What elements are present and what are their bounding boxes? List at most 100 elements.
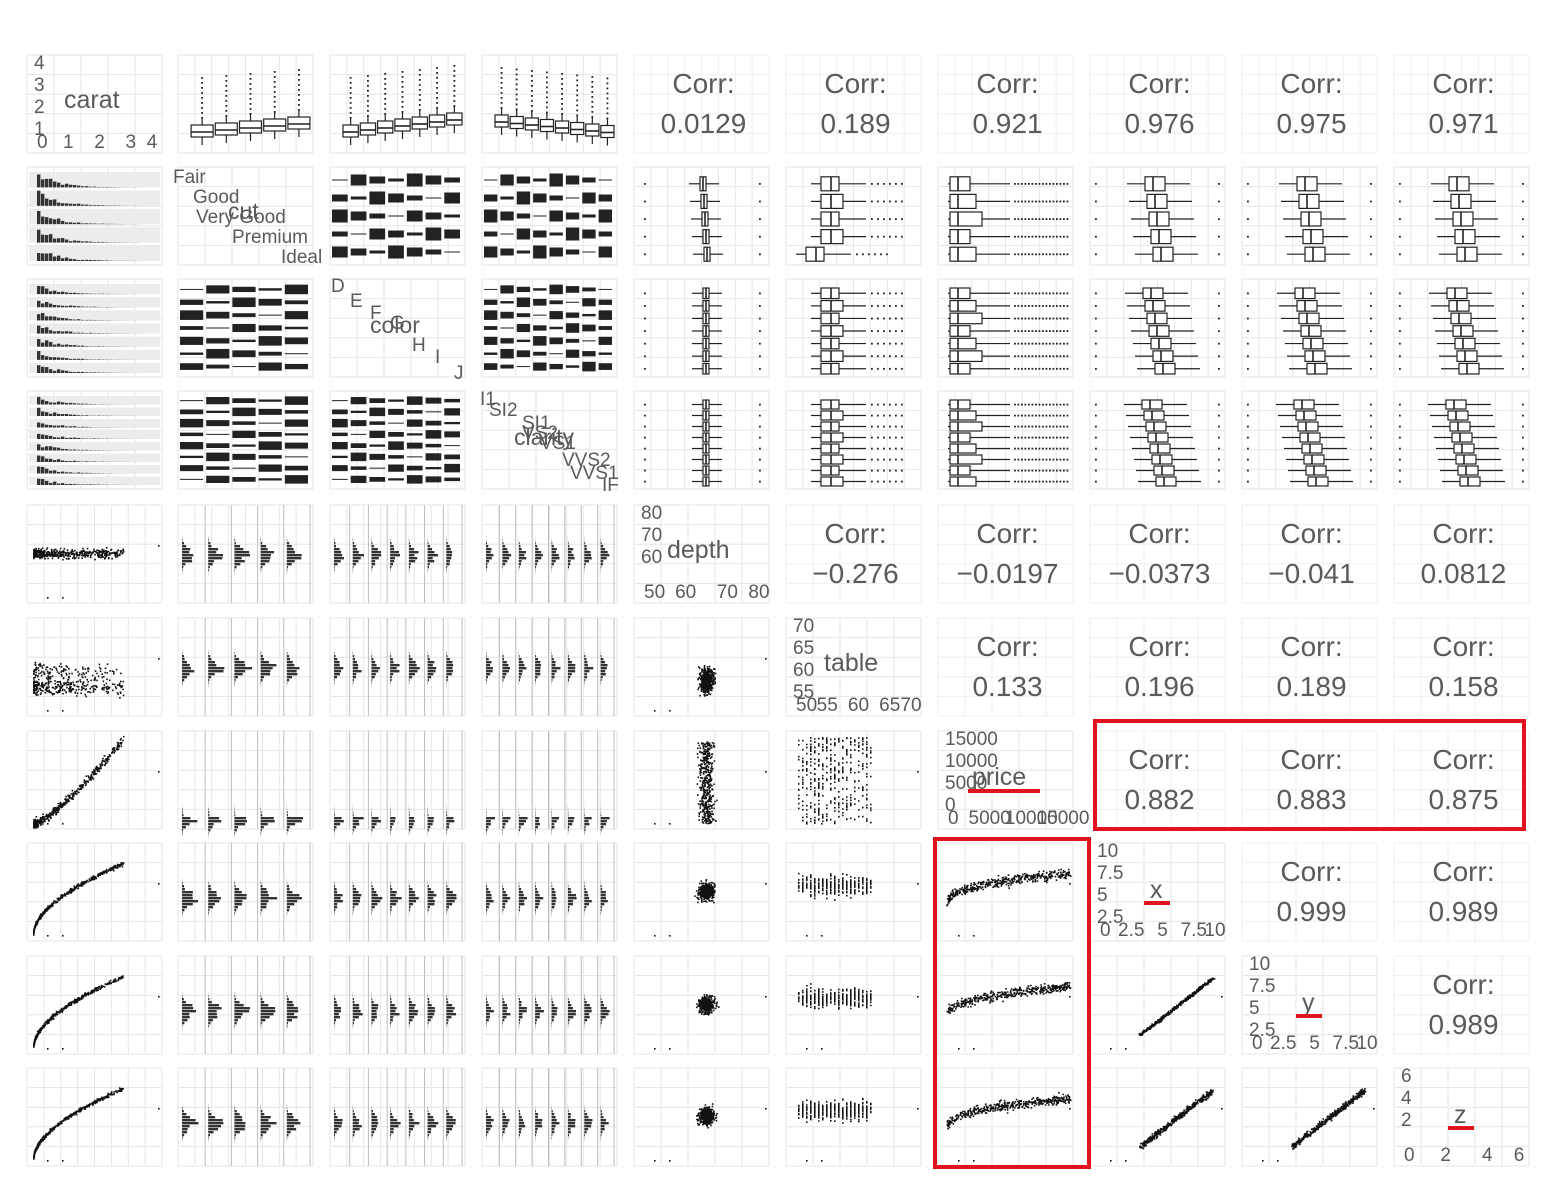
facet-strip (29, 284, 160, 295)
histogram-bar (61, 291, 65, 295)
histogram-bar (260, 664, 277, 667)
outlier-point (1066, 436, 1069, 439)
histogram-bar (371, 1001, 374, 1004)
outlier-point (1045, 436, 1048, 439)
histogram-bar (208, 554, 223, 557)
outlier-point (1247, 458, 1249, 461)
outlier-point (644, 292, 646, 295)
count-bar (232, 350, 256, 358)
histogram-bar (486, 557, 492, 560)
box (1298, 312, 1320, 325)
outlier-point (1017, 403, 1020, 406)
count-bar (582, 324, 596, 332)
outlier-point (1045, 218, 1048, 220)
histogram-bar (65, 370, 69, 373)
outlier-point (367, 105, 369, 107)
outlier-point (1024, 292, 1027, 295)
count-bar (533, 193, 547, 203)
facet-strip (29, 430, 160, 439)
outlier-point (1095, 342, 1097, 345)
outlier-point (1038, 458, 1041, 461)
outlier-point (1014, 305, 1016, 307)
outlier-point (1059, 480, 1062, 483)
histogram-bar (73, 484, 77, 485)
histogram-bar (518, 670, 523, 673)
histogram-bar (260, 542, 263, 545)
outlier-point (1063, 447, 1065, 450)
outlier-point (1045, 235, 1048, 238)
outlier-point (1021, 458, 1023, 461)
histogram-bar (286, 679, 290, 682)
outlier-point (1056, 458, 1058, 461)
count-bar (258, 298, 282, 306)
count-bar (284, 442, 308, 449)
histogram-bar (535, 679, 537, 682)
box (1446, 287, 1468, 300)
histogram-bar (408, 1007, 415, 1010)
histogram-bar (390, 820, 396, 823)
count-bar (284, 326, 308, 330)
outlier-point (1017, 200, 1020, 203)
histogram-bar (234, 897, 247, 900)
outlier-point (1049, 330, 1051, 332)
histogram-bar (89, 259, 93, 261)
histogram-bar (234, 673, 243, 676)
outlier-point (1017, 447, 1020, 450)
histogram-bar (208, 560, 214, 563)
outlier-point (1095, 317, 1097, 320)
histogram-bar (334, 1013, 339, 1016)
panel-color-clarity (481, 278, 618, 378)
histogram-bar (208, 673, 215, 676)
histogram-bar (518, 560, 522, 563)
outlier-point (1399, 469, 1401, 472)
histogram-bar (551, 894, 556, 897)
count-bar (180, 288, 204, 290)
histogram-bar (53, 412, 57, 416)
panel-x-clarity (481, 842, 618, 942)
outlier-point (1021, 436, 1023, 439)
histogram-bar (427, 560, 435, 563)
count-bar (484, 363, 498, 370)
box (1294, 287, 1316, 300)
box (805, 246, 825, 262)
outlier-point (1522, 317, 1524, 320)
histogram-bar (502, 545, 506, 548)
histogram-bar (352, 664, 359, 667)
box (1296, 176, 1318, 192)
histogram-bar (486, 566, 488, 569)
panel-color-x (1089, 278, 1226, 378)
box (949, 362, 971, 375)
box (509, 115, 524, 130)
histogram-bar (371, 1010, 377, 1013)
histogram-bar (234, 1013, 243, 1016)
outlier-point (201, 87, 203, 89)
histogram-bar (53, 256, 57, 261)
histogram-bar (567, 906, 570, 909)
outlier-point (901, 330, 903, 332)
outlier-point (883, 317, 885, 320)
histogram-bar (234, 906, 238, 909)
outlier-point (1052, 469, 1055, 472)
histogram-bar (486, 897, 492, 900)
histogram-bar (208, 548, 219, 551)
histogram-bar (61, 425, 65, 428)
outlier-point (889, 425, 891, 428)
count-bar (582, 361, 596, 372)
outlier-point (1059, 436, 1062, 439)
count-bar (232, 297, 256, 308)
histogram-bar (182, 903, 193, 906)
outlier-point (1049, 447, 1051, 450)
category-level: D (331, 276, 345, 297)
tick-label-x: 70 (900, 695, 921, 716)
count-bar (406, 173, 423, 187)
outlier-point (500, 107, 503, 109)
histogram-bar (57, 343, 61, 347)
count-bar (232, 339, 256, 343)
count-bar (549, 232, 563, 236)
histogram-bar (427, 1001, 430, 1004)
histogram-bar (208, 1016, 218, 1019)
histogram-bar (518, 909, 520, 912)
histogram-bar (408, 554, 415, 557)
